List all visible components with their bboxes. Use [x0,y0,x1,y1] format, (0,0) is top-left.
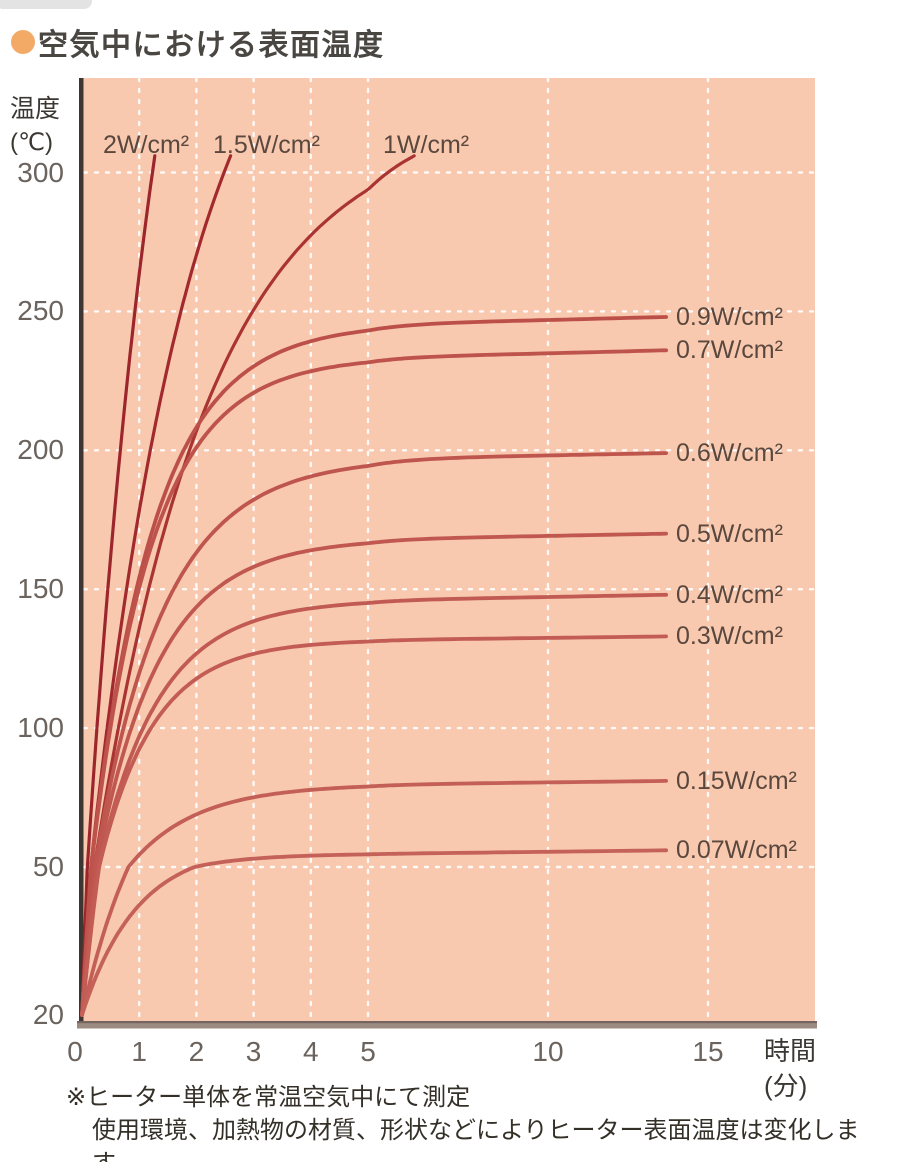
footnote-line1: ※ヒーター単体を常温空気中にて測定 [66,1084,471,1111]
x-axis-baseline-edge [77,1021,817,1024]
x-tick-label: 3 [245,1036,262,1067]
curve-0p7w [80,348,668,1017]
y-axis-line [79,78,84,1028]
curve-label-1p5w: 1.5W/cm² [213,131,320,159]
x-tick-label: 10 [532,1036,564,1067]
curve-label-0p6w: 0.6W/cm² [676,439,783,468]
curve-label-2w: 2W/cm² [103,131,190,159]
curve-label-0p3w: 0.3W/cm² [676,622,783,651]
curve-label-0p07w: 0.07W/cm² [676,836,797,865]
x-tick-label: 2 [188,1036,205,1067]
y-tick-label: 250 [17,295,64,327]
curve-0p07w [80,848,668,1017]
y-axis-unit-label: 温度 (℃) [10,92,60,160]
curve-label-1w: 1W/cm² [383,131,470,159]
curve-label-0p15w: 0.15W/cm² [676,766,797,795]
curve-1p5w [80,154,233,1017]
curve-0p9w [80,315,668,1017]
x-tick-label: 4 [303,1036,319,1067]
footnote-line2: 使用環境、加熱物の材質、形状などによりヒーター表面温度は変化します。 [92,1117,860,1162]
curve-label-0p5w: 0.5W/cm² [676,519,783,548]
chart-title-row: 空気中における表面温度 [11,20,385,64]
curve-0p6w [80,451,668,1017]
x-axis-unit-label: 時間 (分) [764,1034,816,1104]
x-axis-baseline [77,1021,817,1029]
y-tick-label: 200 [17,434,64,466]
x-tick-label: 0 [67,1036,83,1067]
curve-0p5w [80,531,668,1017]
curve-label-0p9w: 0.9W/cm² [676,302,783,331]
y-tick-label: 50 [32,851,64,882]
curve-0p15w [80,779,668,1017]
y-tick-label: 20 [32,999,64,1030]
curve-0p3w [80,634,668,1017]
x-tick-label: 5 [360,1036,376,1067]
y-axis-unit-line2: (℃) [10,129,53,156]
curve-label-0p4w: 0.4W/cm² [676,580,783,609]
page-title: 空気中における表面温度 [38,29,385,62]
x-tick-label: 15 [692,1036,724,1067]
x-axis-unit-line1: 時間 [764,1036,817,1066]
x-tick-label: 1 [131,1036,147,1067]
page-edge-artifact [0,0,92,9]
curve-0p4w [80,592,668,1017]
y-axis-unit-line1: 温度 [10,95,61,123]
curve-label-0p7w: 0.7W/cm² [676,336,783,365]
curve-1w [80,154,416,1017]
x-axis-unit-line2: (分) [764,1071,808,1101]
curve-2w [80,154,157,1017]
y-tick-label: 300 [17,156,64,188]
y-tick-label: 150 [17,573,64,605]
y-tick-label: 100 [17,712,64,744]
orange-bullet-icon [11,30,35,54]
